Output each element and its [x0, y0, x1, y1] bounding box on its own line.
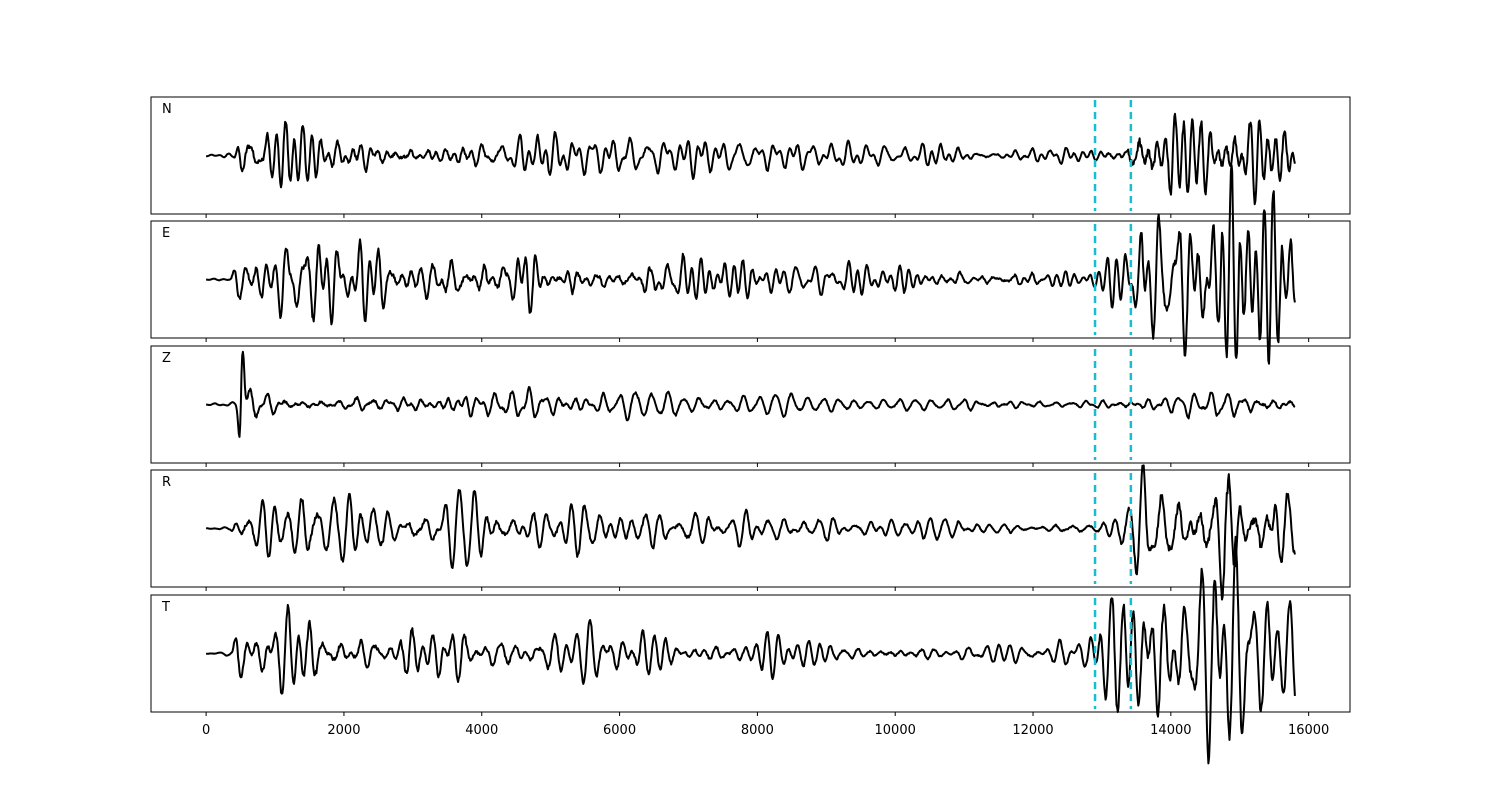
x-tick-label: 6000	[603, 723, 636, 738]
trace-r	[205, 464, 1296, 601]
panel-label-r: R	[162, 475, 171, 490]
trace-e	[205, 164, 1296, 365]
panel-label-e: E	[162, 226, 170, 241]
panel-n: N	[150, 96, 1351, 218]
panel-frame	[150, 220, 1351, 339]
x-tick-label: 10000	[875, 723, 916, 738]
panel-label-z: Z	[162, 351, 171, 366]
trace-n	[205, 112, 1296, 206]
panel-frame	[150, 96, 1351, 215]
panel-frame	[150, 469, 1351, 588]
x-tick-label: 16000	[1288, 723, 1329, 738]
x-tick-label: 8000	[741, 723, 774, 738]
panel-t: T	[150, 535, 1351, 765]
trace-t	[205, 535, 1296, 765]
x-tick-label: 0	[202, 723, 210, 738]
x-tick-label: 12000	[1012, 723, 1053, 738]
waveform-panels: N E Z R T	[150, 96, 1351, 765]
x-axis: 0 2000 4000 6000 8000 10000 12000 14000 16000	[202, 723, 1329, 738]
panel-z: Z	[150, 345, 1351, 467]
panel-e: E	[150, 164, 1351, 365]
panel-r: R	[150, 464, 1351, 601]
panel-label-t: T	[161, 600, 170, 615]
panel-frame	[150, 594, 1351, 713]
trace-z	[205, 350, 1296, 438]
x-tick-label: 2000	[327, 723, 360, 738]
x-tick-label: 4000	[465, 723, 498, 738]
x-tick-label: 14000	[1150, 723, 1191, 738]
panel-label-n: N	[162, 102, 172, 117]
panel-frame	[150, 345, 1351, 464]
